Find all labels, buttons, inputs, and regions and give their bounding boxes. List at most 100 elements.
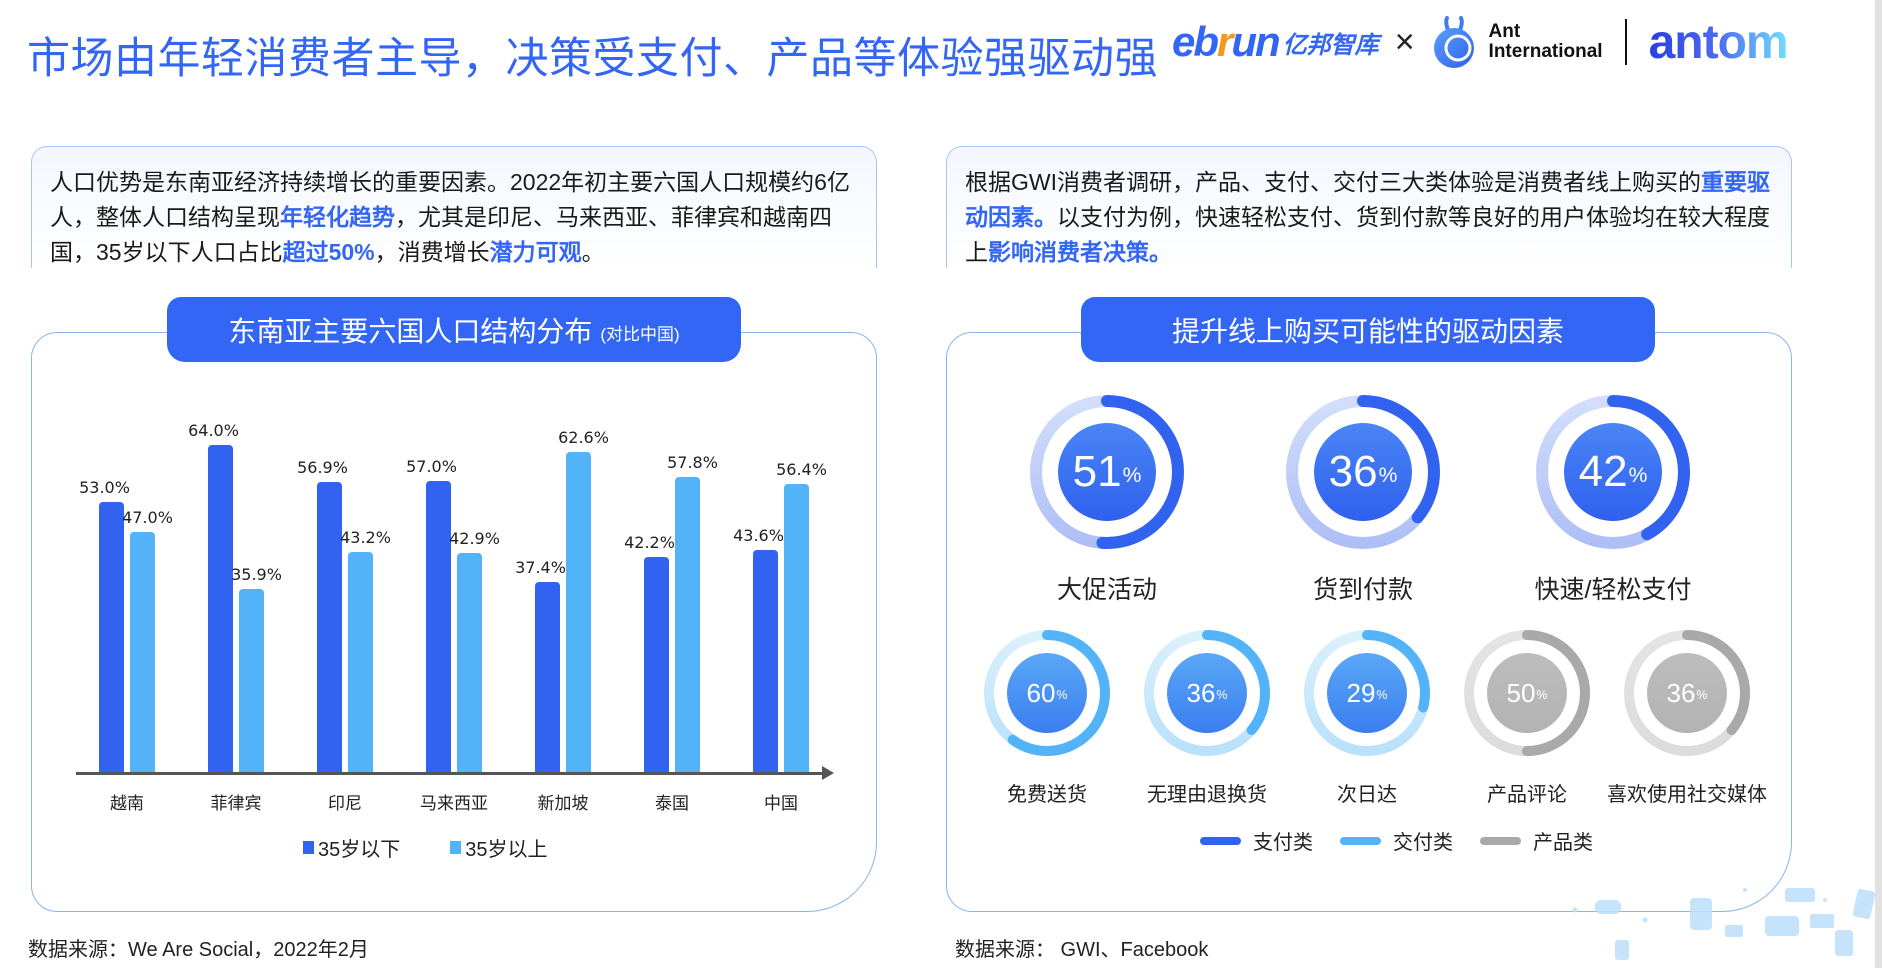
ring-value-number: 29 xyxy=(1346,677,1376,708)
highlight-text: 潜力可观 xyxy=(489,239,582,265)
bar xyxy=(753,549,778,773)
highlight-text: 超过50% xyxy=(282,239,375,265)
category-label: 印尼 xyxy=(328,794,362,813)
population-chart-title: 东南亚主要六国人口结构分布 (对比中国) xyxy=(167,297,741,362)
bar-value-label: 43.2% xyxy=(340,527,391,547)
chart-subtitle-text: (对比中国) xyxy=(600,325,680,344)
intro-text-right: 根据GWI消费者调研，产品、支付、交付三大类体验是消费者线上购买的重要驱动因素。… xyxy=(946,146,1792,268)
ring-value-unit: % xyxy=(1376,688,1388,703)
ring-graphic xyxy=(1464,630,1590,756)
ant-text-line: Ant xyxy=(1488,21,1521,42)
ring-value: 29% xyxy=(1304,630,1430,756)
legend-swatch-icon xyxy=(450,841,462,854)
ebrun-logo-part: un xyxy=(1231,18,1280,65)
ring-value-number: 51 xyxy=(1072,447,1122,496)
highlight-text: 年轻化趋势 xyxy=(280,204,395,230)
legend-line-icon xyxy=(1200,836,1241,845)
bar-value-label: 64.0% xyxy=(188,421,239,441)
ring-value-number: 36 xyxy=(1186,677,1216,708)
ring-value: 51% xyxy=(1030,395,1184,549)
ring-label: 无理由退换货 xyxy=(1147,784,1267,806)
bar xyxy=(208,445,233,773)
ring-graphic xyxy=(1624,630,1750,756)
driver-ring: 51% xyxy=(1030,395,1184,549)
bar xyxy=(317,481,342,773)
ring-value-unit: % xyxy=(1216,688,1228,703)
ring-graphic xyxy=(1286,395,1440,549)
legend-line-icon xyxy=(1340,836,1381,845)
bar xyxy=(675,477,700,773)
bar xyxy=(348,551,373,773)
category-label: 泰国 xyxy=(655,794,689,813)
ring-label: 大促活动 xyxy=(1056,576,1158,604)
scrollbar-strip xyxy=(1875,0,1882,968)
ring-label: 次日达 xyxy=(1337,784,1397,806)
device-icons-decoration xyxy=(1572,888,1875,960)
ring-value: 36% xyxy=(1286,395,1440,549)
body-text: ，消费增长 xyxy=(374,239,490,265)
bar-value-label: 42.2% xyxy=(624,532,675,552)
driver-ring: 36% xyxy=(1144,630,1270,756)
driver-ring: 36% xyxy=(1286,395,1440,549)
drivers-legend: 支付类 交付类 产品类 xyxy=(1200,826,1620,855)
driver-ring: 42% xyxy=(1536,395,1690,549)
legend-line-icon xyxy=(1480,836,1521,845)
driver-ring: 36% xyxy=(1624,630,1750,756)
highlight-text: 影响消费者决策。 xyxy=(988,239,1172,265)
category-label: 菲律宾 xyxy=(210,794,262,813)
ebrun-logo-part: r xyxy=(1217,18,1233,65)
bar-value-label: 57.8% xyxy=(667,453,718,473)
body-text: 人口优势是东南亚经济持续增长的重要因素。2022年初主要六国人口规模约6亿人，整… xyxy=(50,169,850,230)
bar xyxy=(784,484,809,773)
driver-ring: 29% xyxy=(1304,630,1430,756)
bar xyxy=(566,452,591,773)
ring-value-number: 36 xyxy=(1666,677,1696,708)
collab-separator: × xyxy=(1394,22,1415,61)
ring-value-number: 60 xyxy=(1026,677,1056,708)
body-text: 。 xyxy=(581,239,605,265)
antom-logo: antom xyxy=(1648,15,1789,69)
intro-text-left: 人口优势是东南亚经济持续增长的重要因素。2022年初主要六国人口规模约6亿人，整… xyxy=(31,146,877,268)
bar-value-label: 42.9% xyxy=(449,529,500,549)
category-label: 新加坡 xyxy=(537,794,589,813)
ring-value: 60% xyxy=(984,630,1110,756)
ebrun-logo-cn: 亿邦智库 xyxy=(1282,31,1379,59)
chart-title-text: 东南亚主要六国人口结构分布 xyxy=(228,315,593,347)
bar-value-label: 47.0% xyxy=(122,508,173,528)
ring-graphic xyxy=(1304,630,1430,756)
ant-international-logo-text: Ant International xyxy=(1489,22,1603,62)
ring-label: 快速/轻松支付 xyxy=(1534,576,1692,604)
ebrun-logo-part: eb xyxy=(1172,18,1219,65)
legend-item: 35岁以下 xyxy=(303,833,400,862)
bar-value-label: 43.6% xyxy=(733,525,784,545)
bar xyxy=(535,581,560,773)
ring-label: 产品评论 xyxy=(1487,784,1567,806)
driver-ring: 50% xyxy=(1464,630,1590,756)
data-source-right: 数据来源： GWI、Facebook xyxy=(955,939,1209,961)
legend-label: 支付类 xyxy=(1253,832,1313,854)
ring-value-number: 50 xyxy=(1506,677,1536,708)
ring-graphic xyxy=(1536,395,1690,549)
ring-value-number: 36 xyxy=(1328,447,1378,496)
population-chart-panel xyxy=(31,332,877,912)
drivers-panel-title: 提升线上购买可能性的驱动因素 xyxy=(1081,297,1655,362)
bar-value-label: 56.9% xyxy=(297,457,348,477)
ring-value-unit: % xyxy=(1056,688,1068,703)
ring-label: 喜欢使用社交媒体 xyxy=(1607,784,1767,806)
ring-graphic xyxy=(984,630,1110,756)
panel-title-text: 提升线上购买可能性的驱动因素 xyxy=(1171,315,1564,347)
bar xyxy=(457,553,482,773)
body-text: 根据GWI消费者调研，产品、支付、交付三大类体验是消费者线上购买的 xyxy=(965,169,1701,195)
ring-label: 免费送货 xyxy=(1007,784,1087,806)
bar-value-label: 37.4% xyxy=(515,557,566,577)
ring-value-unit: % xyxy=(1628,463,1648,487)
category-label: 中国 xyxy=(764,794,798,813)
ring-value-number: 42 xyxy=(1578,447,1628,496)
ring-graphic xyxy=(1030,395,1184,549)
bar-value-label: 53.0% xyxy=(79,477,130,497)
x-axis-arrow-icon xyxy=(822,766,834,780)
legend-item: 35岁以上 xyxy=(450,833,548,862)
bar-value-label: 62.6% xyxy=(558,428,609,448)
bar-chart-legend: 35岁以下 35岁以上 xyxy=(303,833,548,862)
driver-ring: 60% xyxy=(984,630,1110,756)
